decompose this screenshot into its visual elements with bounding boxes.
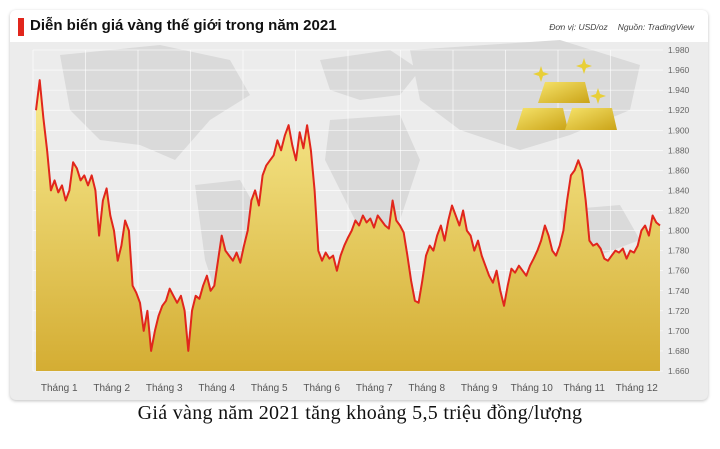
y-tick-label: 1.920 — [668, 105, 690, 115]
price-area — [36, 80, 660, 371]
y-tick-label: 1.960 — [668, 65, 690, 75]
gold-bars-icon — [516, 58, 617, 130]
y-tick-label: 1.820 — [668, 206, 690, 216]
x-tick-label: Tháng 12 — [616, 383, 659, 394]
x-tick-label: Tháng 2 — [93, 383, 130, 394]
chart-title: Diễn biến giá vàng thế giới trong năm 20… — [30, 17, 337, 34]
y-tick-label: 1.880 — [668, 145, 690, 155]
chart-header: Diễn biến giá vàng thế giới trong năm 20… — [10, 10, 708, 42]
y-tick-label: 1.720 — [668, 306, 690, 316]
y-tick-label: 1.840 — [668, 185, 690, 195]
x-tick-label: Tháng 9 — [461, 383, 498, 394]
y-axis-labels: 1.660 1.680 1.700 1.720 1.740 1.760 1.780 1.800… — [668, 45, 690, 376]
y-tick-label: 1.860 — [668, 165, 690, 175]
chart-note: Đơn vị: USD/oz Nguồn: TradingView — [539, 22, 694, 32]
x-tick-label: Tháng 6 — [303, 383, 340, 394]
x-tick-label: Tháng 3 — [146, 383, 183, 394]
y-tick-label: 1.780 — [668, 246, 690, 256]
price-line — [35, 79, 661, 352]
y-tick-label: 1.940 — [668, 85, 690, 95]
y-tick-label: 1.740 — [668, 286, 690, 296]
y-tick-label: 1.700 — [668, 326, 690, 336]
y-tick-label: 1.660 — [668, 366, 690, 376]
x-tick-label: Tháng 7 — [356, 383, 393, 394]
x-tick-label: Tháng 1 — [41, 383, 78, 394]
y-tick-label: 1.980 — [668, 45, 690, 55]
x-tick-label: Tháng 11 — [563, 383, 605, 394]
y-tick-label: 1.680 — [668, 346, 690, 356]
y-tick-label: 1.760 — [668, 266, 690, 276]
source-label: Nguồn: TradingView — [617, 22, 694, 32]
y-tick-label: 1.800 — [668, 226, 690, 236]
y-tick-label: 1.900 — [668, 125, 690, 135]
x-tick-label: Tháng 4 — [198, 383, 235, 394]
caption: Giá vàng năm 2021 tăng khoảng 5,5 triệu … — [137, 402, 583, 424]
x-tick-label: Tháng 5 — [251, 383, 288, 394]
unit-label: Đơn vị: USD/oz — [549, 22, 608, 32]
x-tick-label: Tháng 10 — [511, 383, 554, 394]
x-axis-labels: Tháng 1 Tháng 2 Tháng 3 Tháng 4 Tháng 5 Tháng… — [41, 383, 658, 394]
title-accent-bar — [18, 18, 24, 36]
x-tick-label: Tháng 8 — [408, 383, 445, 394]
